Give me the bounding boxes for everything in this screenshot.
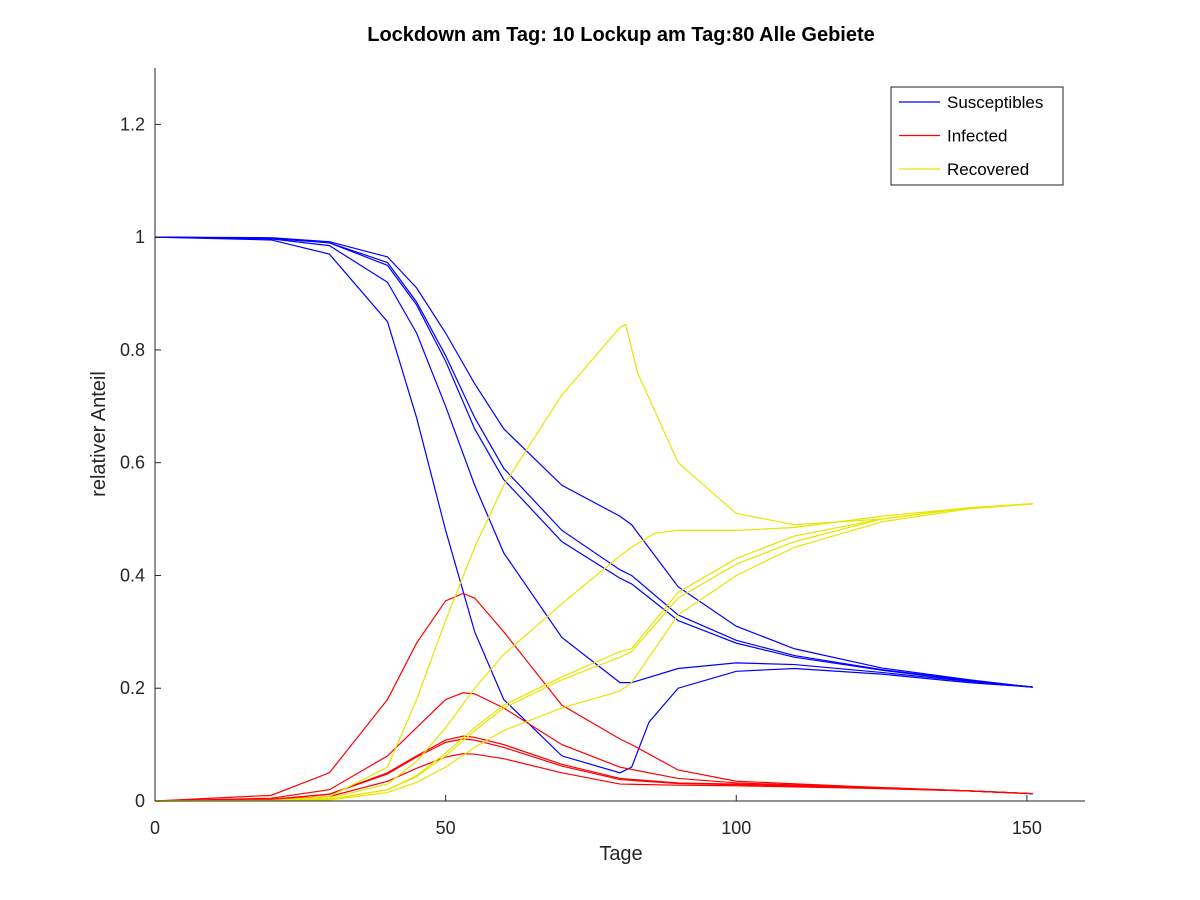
ticks: 0 50 100 150 0 0.2 0.4 0.6 0.8 1 1.2	[120, 114, 1042, 838]
recovered-series-line-15	[154, 503, 1033, 802]
y-axis-label: relativer Anteil	[88, 371, 110, 497]
legend-label-recovered: Recovered	[947, 160, 1029, 179]
susceptibles-series-line-4	[154, 236, 1033, 688]
susceptibles-series-line-1	[154, 236, 1033, 774]
y-tick-label: 0	[135, 791, 145, 811]
infected-series-line-6	[154, 592, 1033, 802]
y-tick-label: 0.4	[120, 565, 145, 585]
infected-series-line-9	[154, 738, 1033, 802]
y-tick-label: 1	[135, 227, 145, 247]
recovered-series-line-11	[154, 323, 1033, 802]
x-tick-label: 0	[150, 818, 160, 838]
legend-label-susceptibles: Susceptibles	[947, 93, 1043, 112]
chart-title: Lockdown am Tag: 10 Lockup am Tag:80 All…	[367, 24, 875, 46]
x-axis-label: Tage	[599, 843, 642, 865]
x-tick-label: 150	[1012, 818, 1042, 838]
x-tick-label: 50	[436, 818, 456, 838]
y-tick-label: 0.8	[120, 340, 145, 360]
x-tick-label: 100	[721, 818, 751, 838]
plot-area	[154, 236, 1033, 802]
recovered-series-line-14	[154, 503, 1033, 802]
infected-series-line-10	[154, 753, 1033, 802]
susceptibles-series-line-3	[154, 236, 1033, 688]
y-tick-label: 0.6	[120, 453, 145, 473]
legend: Susceptibles Infected Recovered	[890, 86, 1064, 186]
susceptibles-series-line-2	[154, 236, 1033, 688]
legend-label-infected: Infected	[947, 127, 1008, 146]
axes	[154, 68, 1085, 802]
infected-series-line-7	[154, 692, 1033, 802]
y-tick-label: 1.2	[120, 114, 145, 134]
y-tick-label: 0.2	[120, 678, 145, 698]
susceptibles-series-line-5	[154, 236, 1033, 688]
recovered-series-line-12	[154, 503, 1033, 802]
